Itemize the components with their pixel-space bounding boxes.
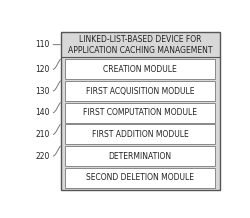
Bar — [65, 103, 215, 123]
Bar — [65, 59, 215, 79]
Text: FIRST ACQUISITION MODULE: FIRST ACQUISITION MODULE — [86, 87, 194, 95]
Text: CREATION MODULE: CREATION MODULE — [103, 65, 177, 74]
Text: SECOND DELETION MODULE: SECOND DELETION MODULE — [86, 173, 194, 182]
Bar — [65, 168, 215, 188]
Text: DETERMINATION: DETERMINATION — [108, 152, 172, 161]
Text: 140: 140 — [35, 108, 50, 117]
Text: 110: 110 — [35, 40, 50, 49]
Text: FIRST COMPUTATION MODULE: FIRST COMPUTATION MODULE — [83, 108, 197, 117]
Bar — [65, 81, 215, 101]
Text: FIRST ADDITION MODULE: FIRST ADDITION MODULE — [92, 130, 188, 139]
Text: 210: 210 — [35, 130, 50, 139]
Bar — [65, 124, 215, 145]
Text: 130: 130 — [35, 87, 50, 95]
Text: LINKED-LIST-BASED DEVICE FOR
APPLICATION CACHING MANAGEMENT: LINKED-LIST-BASED DEVICE FOR APPLICATION… — [68, 35, 212, 55]
Text: 120: 120 — [35, 65, 50, 74]
Bar — [61, 32, 220, 190]
Text: 220: 220 — [35, 152, 50, 161]
Bar — [65, 146, 215, 166]
